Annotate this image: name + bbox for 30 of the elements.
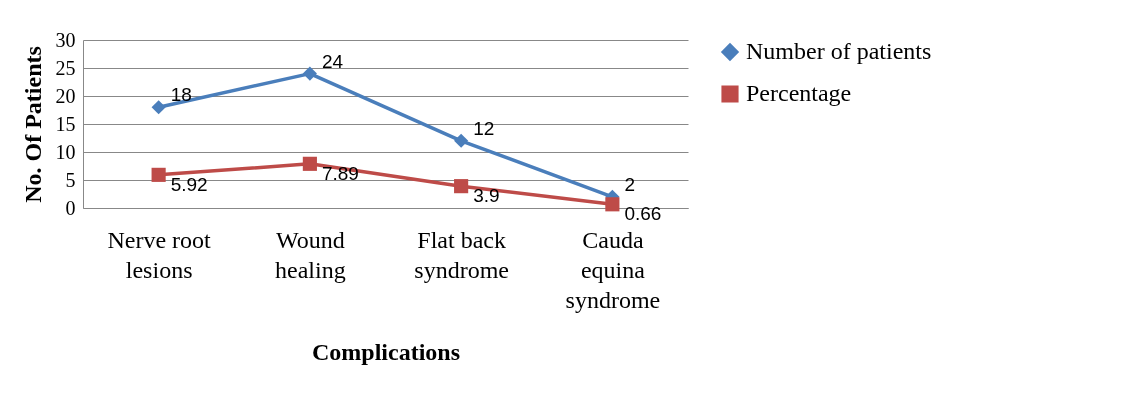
x-axis-title: Complications: [311, 338, 461, 365]
point: [151, 167, 166, 182]
point: [605, 197, 620, 212]
point: [151, 100, 166, 115]
y-tick-label: 0: [65, 196, 76, 219]
data-label: 2: [624, 173, 635, 195]
y-axis-title: No. Of Patients: [19, 46, 46, 203]
x-tick-label: Cauda equina syndrome: [565, 226, 661, 313]
data-label: 3.9: [473, 185, 500, 207]
y-tick-label: 25: [55, 56, 76, 79]
x-tick-label: Nerve root lesions: [107, 226, 212, 283]
data-label: 7.89: [321, 162, 359, 184]
data-label: 0.66: [624, 203, 662, 225]
y-tick-label: 20: [55, 84, 76, 107]
point: [302, 156, 317, 171]
data-label: 24: [321, 50, 344, 72]
data-label: 5.92: [170, 173, 208, 195]
data-label: 12: [473, 117, 495, 139]
point: [454, 133, 469, 148]
y-tick-label: 30: [55, 28, 76, 51]
point: [454, 179, 469, 194]
y-tick-label: 10: [55, 140, 76, 163]
legend-label: Percentage: [746, 80, 852, 106]
legend-label: Number of patients: [746, 38, 932, 64]
point: [302, 66, 317, 81]
x-tick-label: Flat back syndrome: [414, 226, 509, 283]
y-tick-label: 15: [55, 112, 76, 135]
y-tick-label: 5: [65, 168, 76, 191]
data-label: 18: [170, 84, 192, 106]
x-tick-label: Wound healing: [275, 226, 346, 283]
